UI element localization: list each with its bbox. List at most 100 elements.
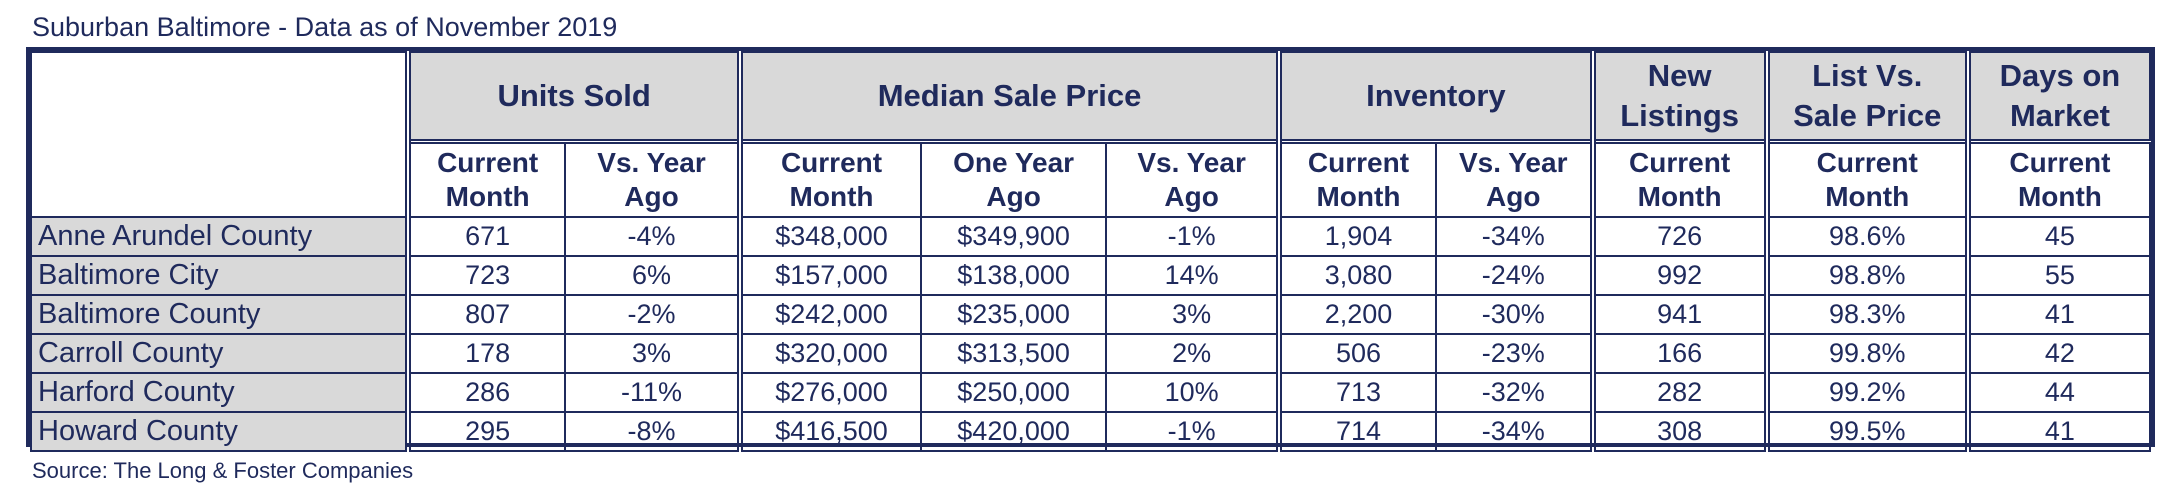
column-header-label: Current [1307,147,1410,178]
table-cell: 282 [1589,372,1768,413]
table-cell: 98.6% [1763,216,1969,257]
group-header: Median Sale Price [736,51,1281,144]
group-header-label: Inventory [1366,78,1506,113]
row-label: Baltimore County [29,294,412,335]
group-header: Days on Market [1964,51,2152,144]
column-header: Current Month [1589,140,1768,218]
table-cell: 2% [1105,333,1281,374]
column-header-label: Ago [986,181,1041,212]
table-cell: -32% [1434,372,1594,413]
table-cell: $242,000 [736,294,923,335]
table-row: Harford County 286 -11% $276,000 $250,000 10%… [29,372,2152,413]
table-cell: 726 [1589,216,1768,257]
table-cell: $420,000 [920,411,1108,452]
table-cell: 2,200 [1276,294,1437,335]
column-header-label: Vs. Year [1137,147,1246,178]
table-cell: $250,000 [920,372,1108,413]
column-header: Vs. Year Ago [564,140,741,218]
row-label: Harford County [29,372,412,413]
row-label: Carroll County [29,333,412,374]
table-cell: $235,000 [920,294,1108,335]
column-header-label: Ago [1164,181,1219,212]
table-cell: 713 [1276,372,1437,413]
table-cell: 3,080 [1276,255,1437,296]
table-cell: -11% [564,372,741,413]
table-cell: -8% [564,411,741,452]
column-header-label: Month [1316,181,1401,212]
column-header-label: Month [1637,181,1722,212]
table-cell: 1,904 [1276,216,1437,257]
table-cell: 98.3% [1763,294,1969,335]
market-table: Units Sold Median Sale Price Inventory New L… [29,51,2152,452]
group-header-label: Days on [1999,58,2121,93]
group-header: List Vs. Sale Price [1763,51,1969,144]
column-header: Current Month [1763,140,1969,218]
column-header: Vs. Year Ago [1434,140,1594,218]
group-header: Units Sold [405,51,741,144]
column-header: Vs. Year Ago [1105,140,1281,218]
table-cell: -24% [1434,255,1594,296]
group-header-label: New [1647,58,1712,93]
column-header-label: Current [1816,147,1918,178]
group-header-label: Market [2009,98,2110,133]
table-cell: 98.8% [1763,255,1969,296]
table-cell: $416,500 [736,411,923,452]
column-header: One Year Ago [920,140,1108,218]
row-label: Baltimore City [29,255,412,296]
table-cell: -1% [1105,216,1281,257]
column-header-label: Current [2009,147,2111,178]
column-header: Current Month [736,140,923,218]
table-cell: 3% [564,333,741,374]
column-header-label: Month [2017,181,2102,212]
table-cell: 99.5% [1763,411,1969,452]
table-cell: -1% [1105,411,1281,452]
table-row: Carroll County 178 3% $320,000 $313,500 2% 506… [29,333,2152,374]
column-header-label: Month [789,181,874,212]
table-cell: 714 [1276,411,1437,452]
group-header: Inventory [1276,51,1594,144]
column-header-label: Current [1629,147,1731,178]
table-cell: -34% [1434,216,1594,257]
column-header-label: One Year [953,147,1075,178]
table-cell: -34% [1434,411,1594,452]
column-header-label: Current [780,147,883,178]
table-cell: $348,000 [736,216,923,257]
table-cell: 166 [1589,333,1768,374]
table-cell: $276,000 [736,372,923,413]
table-cell: 99.2% [1763,372,1969,413]
table-cell: $320,000 [736,333,923,374]
table-cell: 45 [1964,216,2152,257]
table-cell: -30% [1434,294,1594,335]
group-header-label: List Vs. [1812,58,1923,93]
table-cell: 992 [1589,255,1768,296]
group-header-label: Listings [1620,98,1740,133]
table-cell: -2% [564,294,741,335]
table-cell: -23% [1434,333,1594,374]
table-cell: 506 [1276,333,1437,374]
table-cell: 55 [1964,255,2152,296]
table-row: Anne Arundel County 671 -4% $348,000 $349,90… [29,216,2152,257]
table-cell: 6% [564,255,741,296]
column-header-label: Vs. Year [1459,147,1568,178]
column-header-label: Current [437,147,539,178]
table-row: Baltimore County 807 -2% $242,000 $235,000 3%… [29,294,2152,335]
table-cell: $157,000 [736,255,923,296]
table-row: Howard County 295 -8% $416,500 $420,000 -1% 71… [29,411,2152,452]
table-cell: $313,500 [920,333,1108,374]
table-cell: 178 [405,333,567,374]
column-header-label: Vs. Year [597,147,706,178]
table-cell: -4% [564,216,741,257]
column-header-label: Ago [1486,181,1541,212]
column-header: Current Month [1276,140,1437,218]
table-cell: 10% [1105,372,1281,413]
group-header-label: Median Sale Price [877,78,1142,113]
table-cell: 3% [1105,294,1281,335]
table-cell: $138,000 [920,255,1108,296]
row-label: Anne Arundel County [29,216,412,257]
row-label: Howard County [29,411,412,452]
column-header: Current Month [1964,140,2152,218]
group-header-label: Sale Price [1793,98,1942,133]
table-cell: 42 [1964,333,2152,374]
column-header-label: Ago [624,181,679,212]
table-cell: $349,900 [920,216,1108,257]
